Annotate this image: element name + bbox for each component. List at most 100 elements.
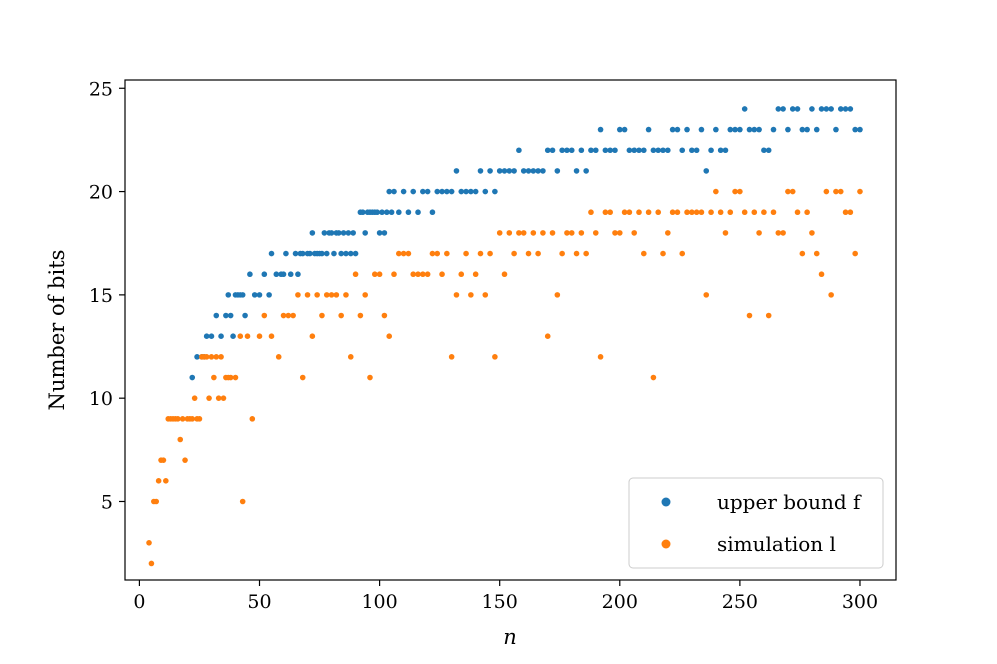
data-point xyxy=(698,209,705,216)
data-point xyxy=(160,457,167,463)
data-point xyxy=(631,147,637,154)
data-point xyxy=(359,209,366,216)
data-point xyxy=(780,230,786,236)
data-point xyxy=(477,250,484,257)
data-point xyxy=(347,354,354,360)
data-point xyxy=(689,209,695,216)
data-point xyxy=(175,416,181,422)
data-point xyxy=(780,106,786,112)
data-point xyxy=(588,147,594,154)
data-point xyxy=(213,354,220,360)
data-point xyxy=(415,271,421,278)
data-point xyxy=(208,354,215,360)
data-point xyxy=(799,126,806,133)
data-point xyxy=(496,230,503,236)
data-point xyxy=(468,292,474,298)
data-point xyxy=(655,209,662,216)
data-point xyxy=(645,209,652,216)
data-point xyxy=(405,209,412,216)
data-point xyxy=(727,126,734,133)
data-point xyxy=(424,188,431,195)
data-point xyxy=(280,312,287,319)
data-point xyxy=(578,147,585,154)
x-tick-label: 200 xyxy=(602,591,638,613)
data-point xyxy=(765,312,772,319)
data-point xyxy=(592,147,599,154)
data-point xyxy=(573,250,580,257)
data-point xyxy=(794,106,801,112)
data-point xyxy=(708,147,714,154)
data-point xyxy=(384,209,390,216)
data-point xyxy=(189,374,196,381)
data-point xyxy=(669,209,676,216)
data-point xyxy=(371,271,378,278)
data-point xyxy=(335,230,342,236)
data-point xyxy=(597,126,604,133)
points-layer xyxy=(146,106,863,567)
data-point xyxy=(703,168,710,174)
data-point xyxy=(660,250,666,257)
data-point xyxy=(852,126,858,133)
data-point xyxy=(775,106,782,112)
data-point xyxy=(362,230,368,236)
data-point xyxy=(602,209,609,216)
data-point xyxy=(179,416,186,422)
data-point xyxy=(741,106,748,112)
data-point xyxy=(191,395,198,401)
data-point xyxy=(564,230,570,236)
data-point xyxy=(439,271,445,278)
data-point xyxy=(295,271,301,278)
data-point xyxy=(520,230,527,236)
data-point xyxy=(213,312,220,319)
data-point xyxy=(717,209,724,216)
data-point xyxy=(444,250,450,257)
data-point xyxy=(746,126,753,133)
data-point xyxy=(321,230,328,236)
data-point xyxy=(492,188,498,195)
data-point xyxy=(352,271,359,278)
data-point xyxy=(530,230,537,236)
data-point xyxy=(333,292,340,298)
data-point xyxy=(239,498,246,505)
data-point xyxy=(388,209,395,216)
data-point xyxy=(516,230,522,236)
data-point xyxy=(448,354,455,360)
data-point xyxy=(568,230,575,236)
data-point xyxy=(602,147,609,154)
data-point xyxy=(256,333,263,340)
data-point xyxy=(374,209,381,216)
data-point xyxy=(345,230,352,236)
data-point xyxy=(799,250,806,257)
data-point xyxy=(319,250,325,257)
data-point xyxy=(828,292,834,298)
data-point xyxy=(520,168,527,174)
data-point xyxy=(323,292,330,298)
data-point xyxy=(487,168,493,174)
data-point xyxy=(506,168,513,174)
data-point xyxy=(163,478,169,484)
data-point xyxy=(304,292,311,298)
data-point xyxy=(155,478,162,484)
data-point xyxy=(477,168,484,174)
x-tick-label: 150 xyxy=(482,591,518,613)
data-point xyxy=(225,292,232,298)
x-tick-label: 100 xyxy=(361,591,397,613)
data-point xyxy=(196,416,203,422)
data-point xyxy=(693,209,700,216)
data-point xyxy=(573,168,580,174)
data-point xyxy=(525,250,532,257)
data-point xyxy=(379,209,385,216)
data-point xyxy=(636,209,642,216)
data-point xyxy=(232,374,239,381)
data-point xyxy=(280,271,287,278)
data-point xyxy=(713,126,719,133)
series-upper-bound xyxy=(189,106,863,381)
data-point xyxy=(314,292,320,298)
data-point xyxy=(583,168,589,174)
data-point xyxy=(650,147,657,154)
data-point xyxy=(496,168,503,174)
data-point xyxy=(242,312,248,319)
data-point xyxy=(641,250,647,257)
data-point xyxy=(273,271,280,278)
